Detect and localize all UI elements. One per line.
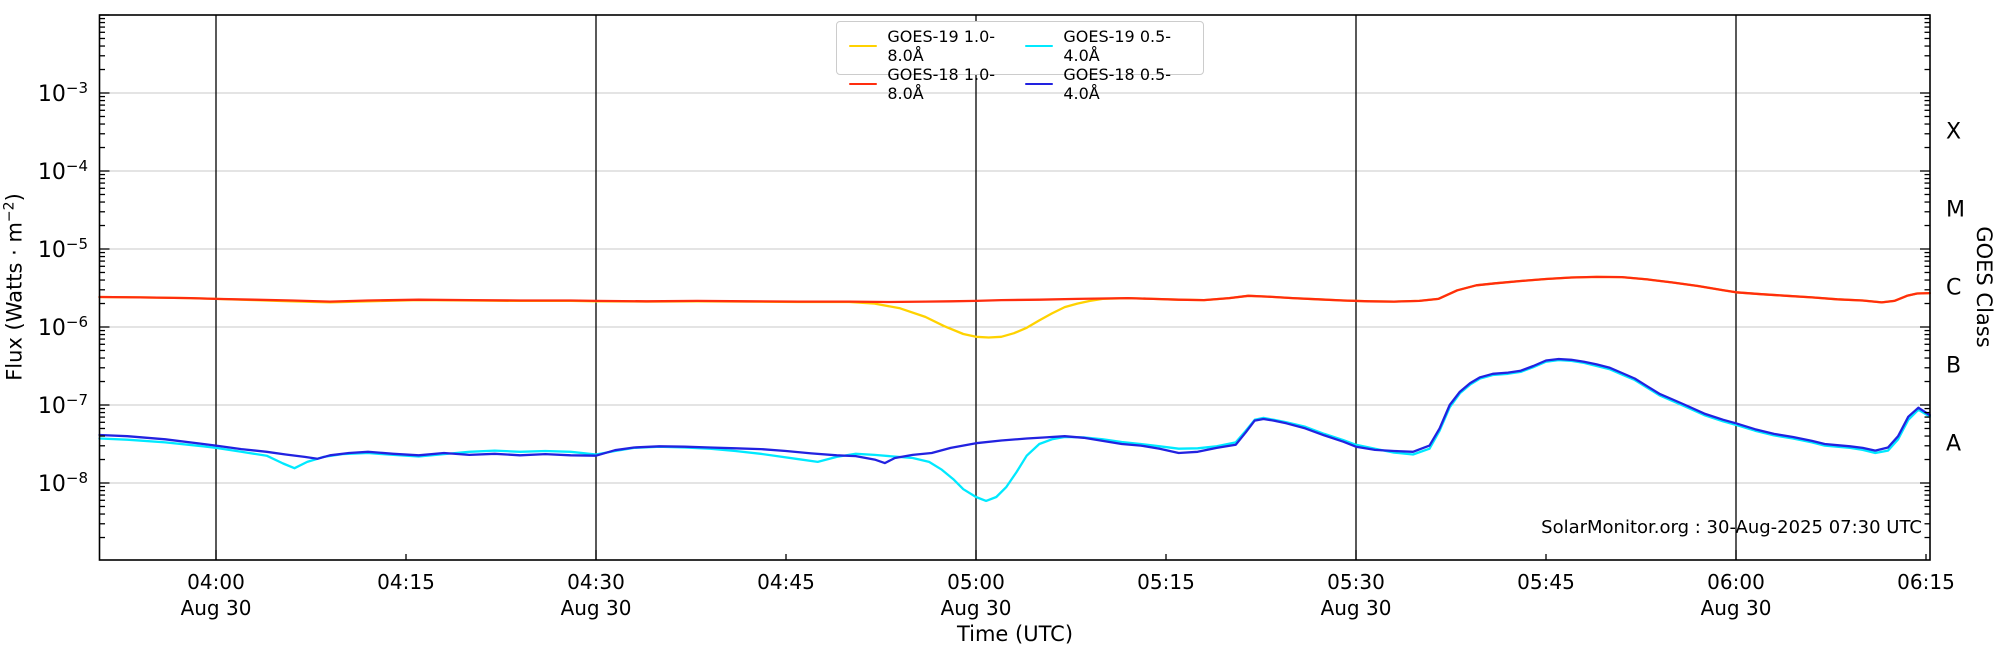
legend-item: GOES-19 1.0-8.0Å bbox=[849, 27, 1015, 65]
series-goes-18-0-5-4-0- bbox=[98, 357, 1931, 465]
legend-item: GOES-18 1.0-8.0Å bbox=[849, 65, 1015, 103]
series-goes-19-1-0-8-0- bbox=[98, 275, 1931, 339]
x-axis-label: Time (UTC) bbox=[956, 622, 1074, 646]
x-tick-label: 04:15 bbox=[377, 570, 435, 594]
y-axis-label: Flux (Watts · m−2) bbox=[1, 193, 27, 381]
series-goes-18-1-0-8-0- bbox=[98, 275, 1931, 304]
x-tick-label: 04:00 bbox=[187, 570, 245, 594]
legend: GOES-19 1.0-8.0Å GOES-18 1.0-8.0Å GOES-1… bbox=[836, 21, 1204, 103]
x-tick-label: 05:00 bbox=[947, 570, 1005, 594]
y-tick-label: 10−7 bbox=[37, 390, 88, 420]
legend-item: GOES-18 0.5-4.0Å bbox=[1025, 65, 1191, 103]
x-tick-label: 05:30 bbox=[1327, 570, 1385, 594]
halfhour-vertical-lines bbox=[215, 15, 1737, 560]
x-tick-label: 05:45 bbox=[1517, 570, 1575, 594]
x-tick-label: 06:00 bbox=[1707, 570, 1765, 594]
x-tick-label: 05:15 bbox=[1137, 570, 1195, 594]
legend-label: GOES-18 0.5-4.0Å bbox=[1063, 65, 1172, 103]
axes-spines bbox=[98, 14, 1931, 561]
right-y-axis-label: GOES Class bbox=[1972, 226, 1996, 348]
legend-label: GOES-18 1.0-8.0Å bbox=[887, 65, 996, 103]
legend-swatch bbox=[1025, 82, 1054, 86]
y-tick-label: 10−3 bbox=[37, 78, 88, 108]
goes-class-label-x: X bbox=[1946, 119, 1962, 145]
legend-swatch bbox=[849, 44, 878, 48]
goes-class-label-b: B bbox=[1946, 353, 1962, 379]
legend-label: GOES-19 1.0-8.0Å bbox=[887, 27, 996, 65]
legend-item: GOES-19 0.5-4.0Å bbox=[1025, 27, 1191, 65]
goes-class-label-a: A bbox=[1946, 431, 1962, 457]
decade-gridlines bbox=[99, 92, 1930, 484]
credit-text: SolarMonitor.org : 30-Aug-2025 07:30 UTC bbox=[1541, 517, 1922, 538]
goes-class-label-c: C bbox=[1946, 275, 1962, 301]
y-tick-label: 10−8 bbox=[37, 468, 88, 498]
y-tick-label: 10−4 bbox=[37, 156, 88, 186]
series-goes-19-0-5-4-0- bbox=[98, 358, 1931, 503]
goes-class-label-m: M bbox=[1946, 197, 1965, 223]
x-tick-date-label: Aug 30 bbox=[180, 596, 252, 620]
legend-swatch bbox=[1025, 44, 1054, 48]
x-tick-label: 04:45 bbox=[757, 570, 815, 594]
legend-label: GOES-19 0.5-4.0Å bbox=[1063, 27, 1172, 65]
legend-swatch bbox=[849, 82, 878, 86]
axis-tick-marks bbox=[99, 14, 1930, 560]
x-tick-date-label: Aug 30 bbox=[940, 596, 1012, 620]
y-tick-label: 10−6 bbox=[37, 312, 88, 342]
x-tick-date-label: Aug 30 bbox=[560, 596, 632, 620]
x-tick-date-label: Aug 30 bbox=[1700, 596, 1772, 620]
x-tick-label: 06:15 bbox=[1897, 570, 1955, 594]
x-tick-date-label: Aug 30 bbox=[1320, 596, 1392, 620]
x-tick-label: 04:30 bbox=[567, 570, 625, 594]
flux-series-lines bbox=[98, 275, 1931, 503]
y-tick-label: 10−5 bbox=[37, 234, 88, 264]
